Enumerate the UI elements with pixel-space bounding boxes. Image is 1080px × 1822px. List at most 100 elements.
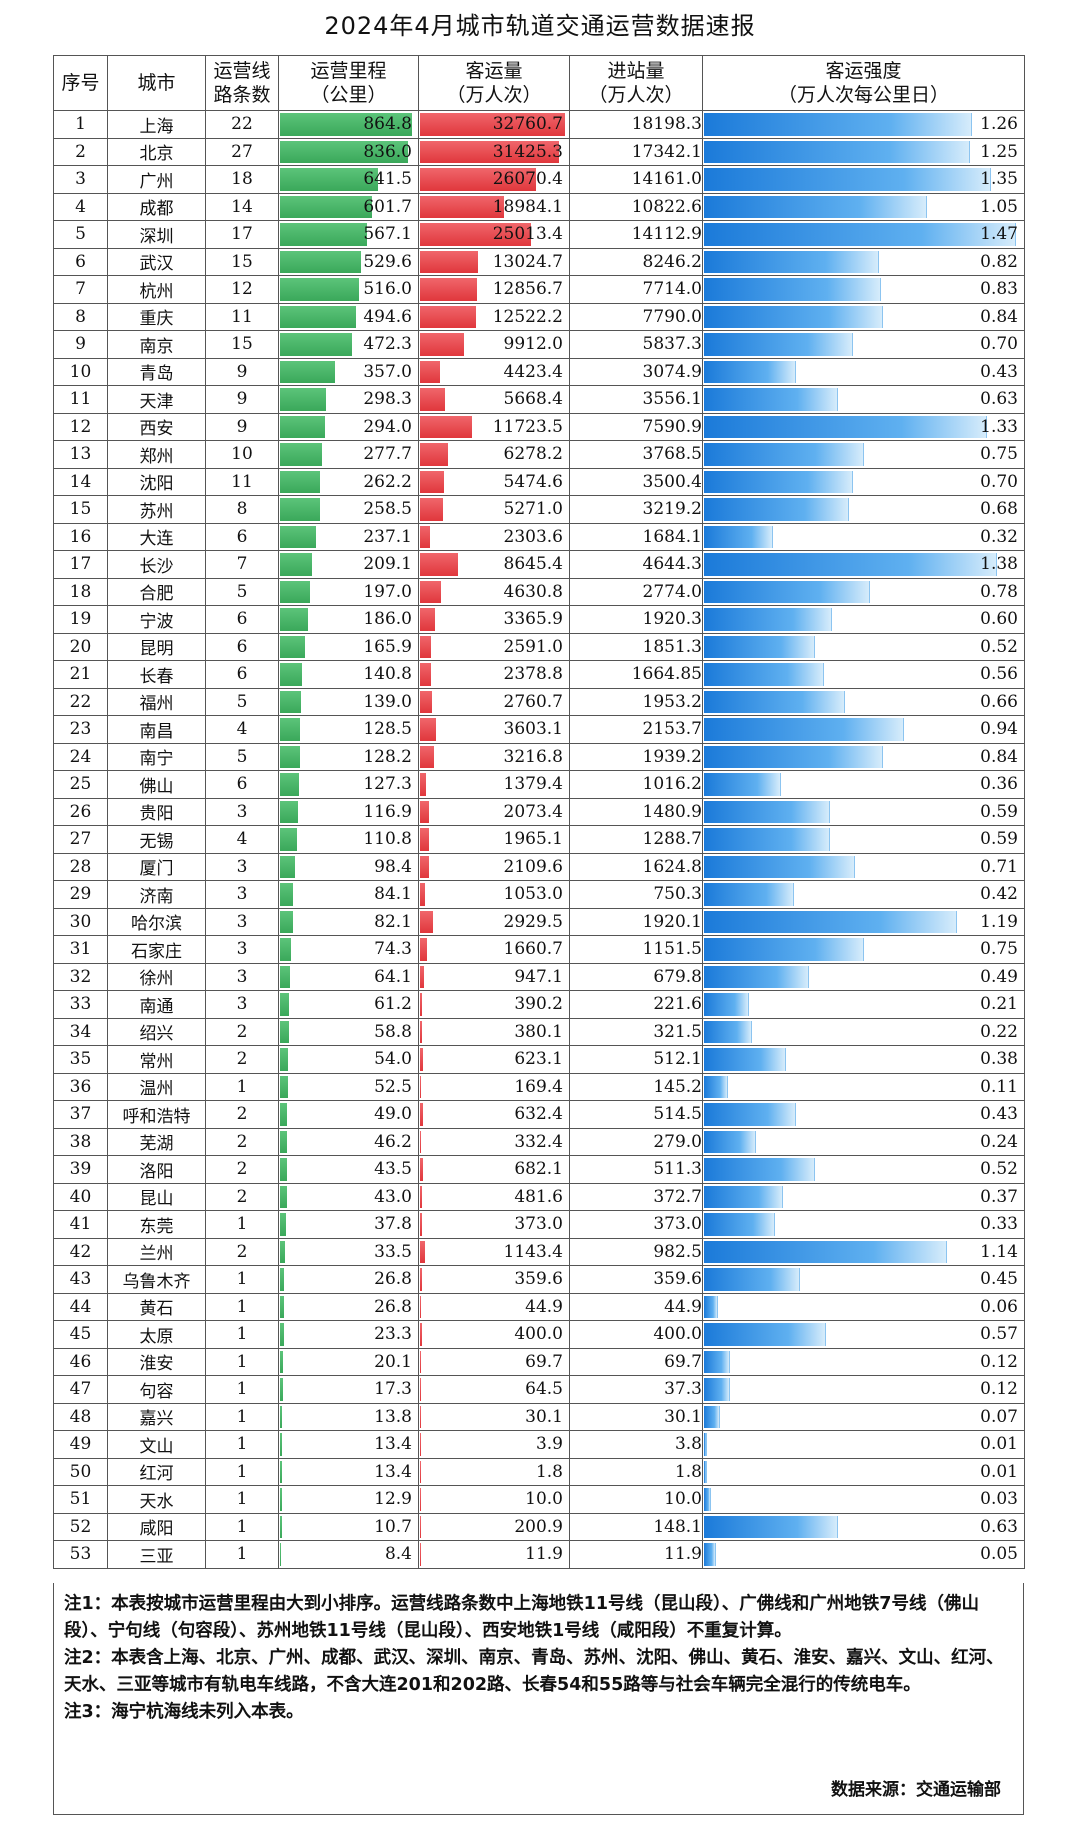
intensity-value: 0.38 [980, 1049, 1018, 1070]
rank-cell: 1 [53, 110, 108, 139]
entries-cell: 1920.3 [569, 605, 703, 634]
city-cell: 西安 [107, 412, 206, 441]
intensity-value: 0.11 [980, 1076, 1018, 1097]
table-row: 10 青岛 9 357.0 4423.4 3074.9 0.43 [53, 357, 1025, 386]
mileage-cell: 641.5 [278, 165, 419, 194]
intensity-cell: 1.33 [702, 412, 1025, 441]
intensity-bar [704, 470, 854, 493]
mileage-cell: 61.2 [278, 990, 419, 1019]
ridership-bar [420, 1020, 422, 1043]
ridership-cell: 11723.5 [418, 412, 570, 441]
ridership-cell: 10.0 [418, 1485, 570, 1514]
mileage-cell: 10.7 [278, 1512, 419, 1541]
mileage-cell: 13.4 [278, 1457, 419, 1486]
ridership-bar [420, 1048, 423, 1071]
intensity-bar [704, 1020, 752, 1043]
ridership-bar [420, 1515, 421, 1538]
intensity-cell: 0.59 [702, 797, 1025, 826]
ridership-value: 1660.7 [503, 939, 563, 960]
table-row: 22 福州 5 139.0 2760.7 1953.2 0.66 [53, 687, 1025, 716]
mileage-cell: 98.4 [278, 852, 419, 881]
intensity-bar [704, 388, 839, 411]
intensity-bar [704, 360, 797, 383]
rank-cell: 4 [53, 192, 108, 221]
ridership-bar [420, 333, 464, 356]
mileage-value: 139.0 [363, 691, 412, 712]
mileage-cell: 26.8 [278, 1265, 419, 1294]
mileage-cell: 23.3 [278, 1320, 419, 1349]
intensity-value: 1.33 [980, 416, 1018, 437]
rank-cell: 39 [53, 1155, 108, 1184]
city-cell: 文山 [107, 1430, 206, 1459]
intensity-bar [704, 140, 970, 163]
rank-cell: 51 [53, 1485, 108, 1514]
intensity-value: 0.82 [980, 251, 1018, 272]
ridership-bar [420, 553, 459, 576]
ridership-cell: 12856.7 [418, 275, 570, 304]
mileage-bar [280, 855, 296, 878]
ridership-value: 2591.0 [503, 636, 563, 657]
intensity-value: 0.68 [980, 499, 1018, 520]
mileage-cell: 116.9 [278, 797, 419, 826]
ridership-cell: 1053.0 [418, 880, 570, 909]
ridership-cell: 9912.0 [418, 330, 570, 359]
city-cell: 深圳 [107, 220, 206, 249]
lines-cell: 3 [205, 935, 279, 964]
table-row: 20 昆明 6 165.9 2591.0 1851.3 0.52 [53, 632, 1025, 661]
city-cell: 东莞 [107, 1210, 206, 1239]
lines-cell: 22 [205, 110, 279, 139]
city-cell: 常州 [107, 1045, 206, 1074]
lines-cell: 1 [205, 1457, 279, 1486]
intensity-bar [704, 635, 816, 658]
ridership-value: 3.9 [535, 1434, 563, 1455]
lines-cell: 6 [205, 660, 279, 689]
intensity-value: 1.26 [980, 114, 1018, 135]
intensity-cell: 0.33 [702, 1210, 1025, 1239]
city-cell: 广州 [107, 165, 206, 194]
lines-cell: 5 [205, 577, 279, 606]
intensity-bar [704, 1048, 786, 1071]
table-row: 41 东莞 1 37.8 373.0 373.0 0.33 [53, 1210, 1025, 1239]
lines-cell: 1 [205, 1512, 279, 1541]
ridership-bar [420, 1213, 422, 1236]
ridership-value: 947.1 [514, 966, 563, 987]
lines-cell: 2 [205, 1100, 279, 1129]
ridership-cell: 623.1 [418, 1045, 570, 1074]
lines-cell: 11 [205, 302, 279, 331]
ridership-cell: 332.4 [418, 1127, 570, 1156]
intensity-cell: 0.37 [702, 1182, 1025, 1211]
table-row: 19 宁波 6 186.0 3365.9 1920.3 0.60 [53, 605, 1025, 634]
ridership-bar [420, 498, 444, 521]
lines-cell: 2 [205, 1127, 279, 1156]
ridership-cell: 1660.7 [418, 935, 570, 964]
table-row: 33 南通 3 61.2 390.2 221.6 0.21 [53, 990, 1025, 1019]
city-cell: 上海 [107, 110, 206, 139]
intensity-value: 0.84 [980, 306, 1018, 327]
mileage-bar [280, 1075, 289, 1098]
intensity-bar [704, 1405, 720, 1428]
rank-cell: 41 [53, 1210, 108, 1239]
mileage-cell: 54.0 [278, 1045, 419, 1074]
table-row: 1 上海 22 864.8 32760.7 18198.3 1.26 [53, 110, 1025, 139]
mileage-value: 52.5 [374, 1076, 412, 1097]
entries-cell: 679.8 [569, 962, 703, 991]
mileage-value: 209.1 [363, 554, 412, 575]
rank-cell: 14 [53, 467, 108, 496]
table-row: 38 芜湖 2 46.2 332.4 279.0 0.24 [53, 1127, 1025, 1156]
entries-cell: 1684.1 [569, 522, 703, 551]
rank-cell: 7 [53, 275, 108, 304]
mileage-bar [280, 773, 300, 796]
intensity-cell: 0.84 [702, 302, 1025, 331]
header-ridership-line2: （万人次） [446, 84, 542, 106]
mileage-value: 43.5 [374, 1159, 412, 1180]
mileage-cell: 529.6 [278, 247, 419, 276]
entries-cell: 7790.0 [569, 302, 703, 331]
mileage-cell: 17.3 [278, 1375, 419, 1404]
intensity-bar [704, 1433, 708, 1456]
mileage-cell: 864.8 [278, 110, 419, 139]
ridership-value: 481.6 [514, 1186, 563, 1207]
city-cell: 咸阳 [107, 1512, 206, 1541]
mileage-bar [280, 305, 356, 328]
entries-cell: 5837.3 [569, 330, 703, 359]
entries-cell: 400.0 [569, 1320, 703, 1349]
